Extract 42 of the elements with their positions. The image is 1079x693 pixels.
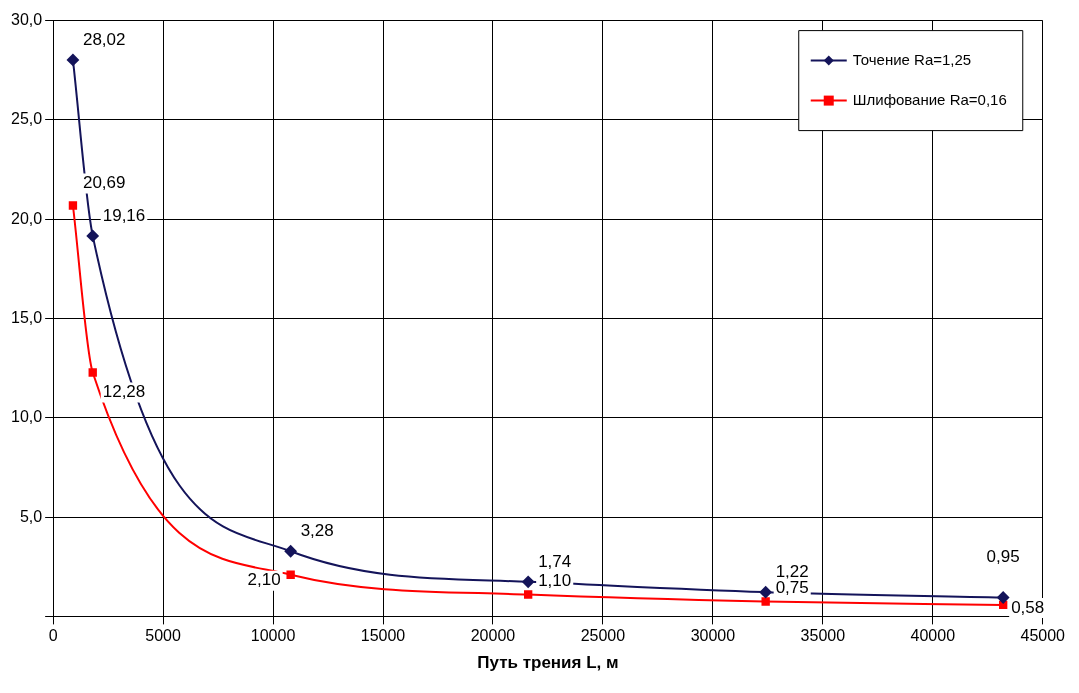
y-tick-label: 5,0: [19, 507, 43, 525]
x-tick-label: 45000: [1020, 627, 1066, 645]
data-label: 0,75: [775, 578, 809, 598]
x-tick-label: 35000: [800, 627, 846, 645]
data-label: 2,10: [247, 570, 281, 590]
x-tick-label: 15000: [360, 627, 406, 645]
x-tick-label: 5000: [145, 627, 181, 645]
x-tick-label: 30000: [690, 627, 736, 645]
y-tick-label: 30,0: [11, 11, 43, 29]
legend-label: Шлифование Ra=0,16: [852, 90, 1007, 108]
data-label: 0,95: [986, 547, 1020, 567]
x-tick-label: 25000: [580, 627, 626, 645]
point: [88, 368, 97, 377]
x-tick-label: 40000: [910, 627, 956, 645]
y-tick-label: 15,0: [11, 308, 43, 326]
data-label: 1,74: [538, 551, 572, 571]
data-label: 20,69: [82, 173, 126, 193]
point: [759, 586, 772, 599]
point: [997, 591, 1010, 604]
point: [86, 229, 99, 242]
legend-label: Точение Ra=1,25: [852, 50, 972, 68]
y-tick-label: 10,0: [11, 408, 43, 426]
data-label: 28,02: [82, 29, 126, 49]
x-tick-label: 10000: [250, 627, 296, 645]
point: [522, 575, 535, 588]
point: [66, 53, 79, 66]
point: [284, 545, 297, 558]
point: [761, 597, 770, 606]
x-tick-label: 20000: [470, 627, 516, 645]
point: [68, 201, 78, 210]
data-label: 19,16: [102, 205, 146, 225]
data-label: 12,28: [102, 382, 146, 402]
x-tick-label: 0: [48, 627, 58, 645]
data-label: 1,22: [775, 561, 809, 581]
y-tick-label: 25,0: [11, 110, 43, 128]
data-label: 0,58: [1011, 597, 1045, 617]
point: [286, 570, 295, 579]
x-axis-title: Путь трения L, м: [477, 653, 619, 673]
data-label: 1,10: [538, 571, 572, 591]
y-tick-label: 20,0: [11, 209, 43, 227]
data-label: 3,28: [300, 520, 334, 540]
point: [523, 590, 533, 599]
